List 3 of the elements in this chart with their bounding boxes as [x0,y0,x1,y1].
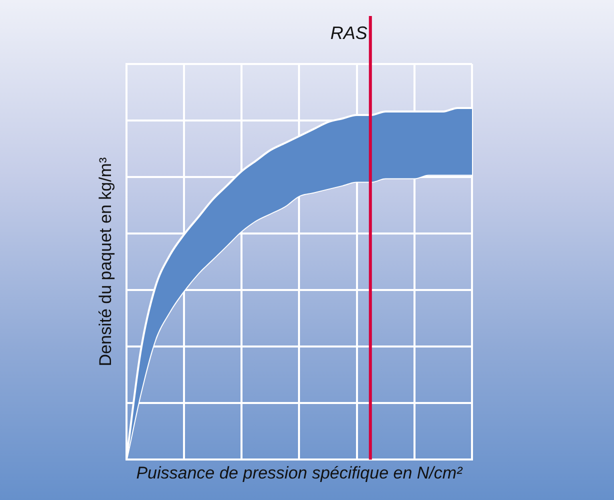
y-axis-title: Densité du paquet en kg/m³ [96,157,115,366]
x-axis-title: Puissance de pression spécifique en N/cm² [136,464,464,483]
text: RAS [330,23,368,43]
